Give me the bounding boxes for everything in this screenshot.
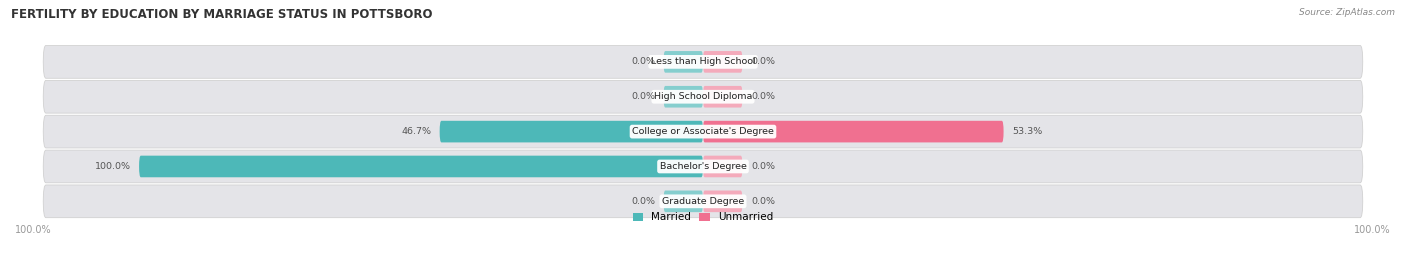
Text: 100.0%: 100.0%	[1354, 225, 1391, 235]
Text: 0.0%: 0.0%	[751, 197, 775, 206]
Text: 0.0%: 0.0%	[631, 92, 655, 101]
FancyBboxPatch shape	[703, 156, 742, 177]
Text: 46.7%: 46.7%	[401, 127, 432, 136]
Text: 53.3%: 53.3%	[1012, 127, 1042, 136]
FancyBboxPatch shape	[44, 45, 1362, 78]
Legend: Married, Unmarried: Married, Unmarried	[633, 213, 773, 222]
FancyBboxPatch shape	[703, 51, 742, 73]
Text: Source: ZipAtlas.com: Source: ZipAtlas.com	[1299, 8, 1395, 17]
FancyBboxPatch shape	[664, 51, 703, 73]
Text: 0.0%: 0.0%	[751, 162, 775, 171]
FancyBboxPatch shape	[703, 121, 1004, 142]
FancyBboxPatch shape	[440, 121, 703, 142]
Text: College or Associate's Degree: College or Associate's Degree	[633, 127, 773, 136]
Text: 0.0%: 0.0%	[631, 197, 655, 206]
Text: 0.0%: 0.0%	[751, 92, 775, 101]
FancyBboxPatch shape	[139, 156, 703, 177]
Text: Less than High School: Less than High School	[651, 57, 755, 66]
FancyBboxPatch shape	[44, 80, 1362, 113]
Text: Bachelor's Degree: Bachelor's Degree	[659, 162, 747, 171]
Text: 0.0%: 0.0%	[631, 57, 655, 66]
FancyBboxPatch shape	[664, 190, 703, 212]
Text: High School Diploma: High School Diploma	[654, 92, 752, 101]
Text: 0.0%: 0.0%	[751, 57, 775, 66]
Text: 100.0%: 100.0%	[94, 162, 131, 171]
Text: Graduate Degree: Graduate Degree	[662, 197, 744, 206]
FancyBboxPatch shape	[44, 150, 1362, 183]
FancyBboxPatch shape	[44, 185, 1362, 218]
FancyBboxPatch shape	[664, 86, 703, 108]
FancyBboxPatch shape	[703, 190, 742, 212]
FancyBboxPatch shape	[44, 115, 1362, 148]
FancyBboxPatch shape	[703, 86, 742, 108]
Text: FERTILITY BY EDUCATION BY MARRIAGE STATUS IN POTTSBORO: FERTILITY BY EDUCATION BY MARRIAGE STATU…	[11, 8, 433, 21]
Text: 100.0%: 100.0%	[15, 225, 52, 235]
